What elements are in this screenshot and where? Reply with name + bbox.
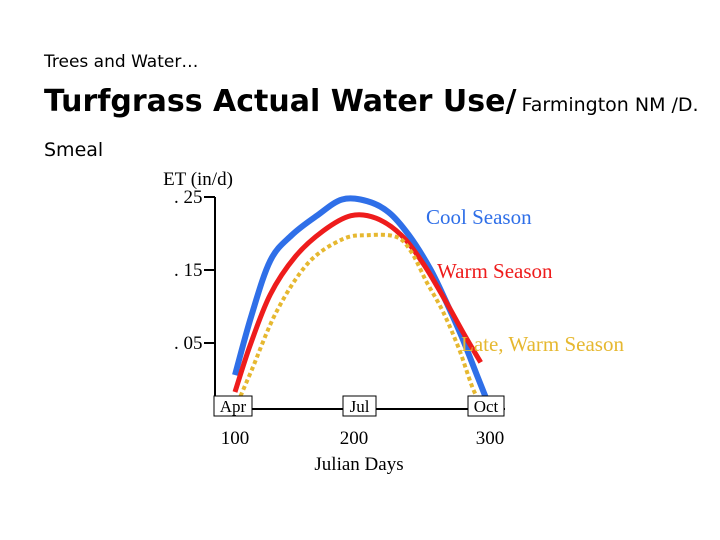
legend-late-warm-season: Late, Warm Season xyxy=(461,332,624,356)
x-tick-label: 200 xyxy=(340,428,369,449)
slide-title: Turfgrass Actual Water Use/ Farmington N… xyxy=(44,80,704,173)
slide-subtitle: Trees and Water… xyxy=(44,52,199,72)
chart-labels: ET (in/d). 25 . 15 . 05 Cool Season Warm Sea… xyxy=(163,169,624,475)
x-tick-label: 300 xyxy=(476,428,505,449)
legend-cool-season: Cool Season xyxy=(426,205,532,229)
y-tick-label: . 25 xyxy=(174,187,203,208)
month-box xyxy=(213,395,253,417)
slide-title-rest: Farmington NM /D. Smeal xyxy=(44,94,699,161)
month-label: Jul xyxy=(350,397,370,416)
month-label: Apr xyxy=(220,397,247,416)
month-label: Oct xyxy=(474,397,499,416)
x-axis-label: Julian Days xyxy=(314,454,403,475)
series-warm-season xyxy=(232,212,483,393)
month-box xyxy=(467,395,505,417)
chart-series xyxy=(232,195,490,411)
y-tick-label: . 05 xyxy=(174,333,203,354)
x-tick-label: 100 xyxy=(221,428,250,449)
series-cool-season xyxy=(232,195,490,402)
series-late-warm-season xyxy=(233,232,489,411)
slide-title-main: Turfgrass Actual Water Use/ xyxy=(44,84,517,119)
legend-warm-season: Warm Season xyxy=(437,259,553,283)
y-axis-label: ET (in/d) xyxy=(163,169,233,190)
month-box xyxy=(342,395,377,417)
y-tick-label: . 15 xyxy=(174,260,203,281)
